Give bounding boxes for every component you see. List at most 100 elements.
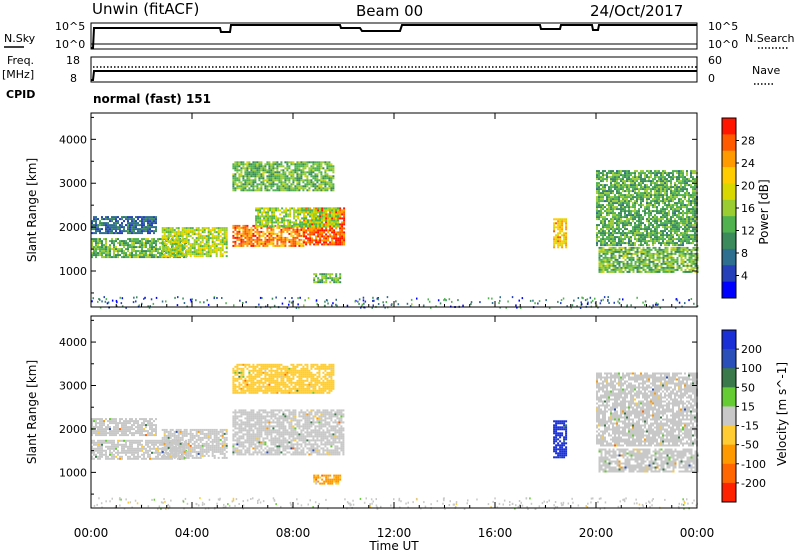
power-echo-cell: [626, 224, 628, 227]
power-echo-cell: [318, 187, 321, 190]
power-echo-cell: [614, 246, 617, 249]
power-echo-cell: [640, 258, 643, 261]
power-echo-cell: [270, 228, 273, 231]
power-echo-cell: [163, 247, 166, 250]
power-echo-cell: [664, 184, 666, 187]
power-echo-cell: [139, 220, 141, 223]
power-echo-cell: [119, 242, 121, 245]
power-echo-cell: [258, 171, 261, 174]
power-echo-cell: [181, 233, 184, 236]
power-echo-cell: [672, 190, 674, 193]
power-echo-cell: [147, 250, 149, 253]
power-echo-cell: [600, 220, 602, 223]
power-echo-cell: [684, 186, 686, 189]
power-echo-cell: [306, 179, 309, 182]
power-echo-cell: [252, 173, 255, 176]
power-echo-cell: [242, 234, 245, 237]
power-echo-cell: [660, 256, 663, 259]
power-echo-cell: [624, 182, 626, 185]
power-echo-cell: [596, 204, 598, 207]
power-echo-cell: [660, 190, 662, 193]
power-echo-cell: [153, 242, 155, 245]
power-echo-cell: [692, 196, 694, 199]
power-echo-cell: [221, 241, 224, 244]
power-echo-cell: [660, 178, 662, 181]
power-echo-cell: [219, 231, 222, 234]
power-echo-cell: [195, 243, 198, 246]
power-echo-cell: [622, 238, 624, 241]
power-echo-cell: [280, 236, 283, 239]
power-ground-scatter-cell: [451, 300, 453, 303]
power-echo-cell: [238, 228, 241, 231]
power-echo-cell: [125, 224, 127, 227]
power-echo-cell: [596, 190, 598, 193]
power-echo-cell: [109, 248, 111, 251]
power-ground-scatter-cell: [487, 297, 490, 300]
power-echo-cell: [662, 176, 664, 179]
power-echo-cell: [690, 270, 693, 273]
power-echo-cell: [169, 227, 172, 230]
power-echo-cell: [686, 250, 689, 253]
power-echo-cell: [628, 196, 630, 199]
power-echo-cell: [240, 173, 243, 176]
power-echo-cell: [642, 218, 644, 221]
power-echo-cell: [598, 268, 601, 271]
power-echo-cell: [323, 229, 326, 232]
power-echo-cell: [290, 244, 293, 247]
power-echo-cell: [107, 246, 109, 249]
power-echo-cell: [626, 254, 629, 257]
power-echo-cell: [684, 188, 686, 191]
power-echo-cell: [682, 174, 684, 177]
power-echo-cell: [648, 248, 651, 251]
power-echo-cell: [630, 246, 633, 249]
power-echo-cell: [297, 215, 300, 218]
power-echo-cell: [99, 252, 101, 255]
power-echo-cell: [236, 230, 239, 233]
power-ground-scatter-cell: [225, 302, 227, 305]
power-echo-cell: [292, 175, 295, 178]
power-ground-scatter-cell: [395, 300, 397, 303]
power-echo-cell: [193, 245, 196, 248]
power-echo-cell: [306, 171, 309, 174]
power-ground-scatter-cell: [573, 299, 575, 302]
power-echo-cell: [688, 224, 690, 227]
power-echo-cell: [600, 234, 602, 237]
power-echo-cell: [219, 227, 222, 230]
power-echo-cell: [189, 235, 192, 238]
power-echo-cell: [147, 254, 149, 257]
power-echo-cell: [600, 198, 602, 201]
power-echo-cell: [331, 209, 334, 212]
power-echo-cell: [333, 217, 336, 220]
power-echo-cell: [686, 236, 688, 239]
power-echo-cell: [640, 248, 643, 251]
power-echo-cell: [250, 165, 253, 168]
power-echo-cell: [644, 180, 646, 183]
power-echo-cell: [664, 190, 666, 193]
power-echo-cell: [165, 255, 168, 258]
power-echo-cell: [672, 238, 674, 241]
power-echo-cell: [127, 250, 129, 253]
power-echo-cell: [606, 238, 608, 241]
power-echo-cell: [640, 224, 642, 227]
power-echo-cell: [598, 174, 600, 177]
power-echo-cell: [283, 223, 286, 226]
power-echo-cell: [672, 206, 674, 209]
power-echo-cell: [101, 248, 103, 251]
power-echo-cell: [618, 214, 620, 217]
power-echo-cell: [678, 202, 680, 205]
power-echo-cell: [692, 220, 694, 223]
power-echo-cell: [660, 200, 662, 203]
nave-axis-top: 60: [708, 54, 722, 67]
power-echo-cell: [293, 225, 296, 228]
power-echo-cell: [193, 233, 196, 236]
power-echo-cell: [662, 238, 664, 241]
power-echo-cell: [320, 187, 323, 190]
power-echo-cell: [310, 179, 313, 182]
power-echo-cell: [153, 246, 155, 249]
power-echo-cell: [95, 254, 97, 257]
power-echo-cell: [234, 165, 237, 168]
power-echo-cell: [600, 232, 602, 235]
power-ground-scatter-cell: [116, 301, 118, 304]
power-echo-cell: [606, 242, 608, 245]
power-echo-cell: [310, 169, 313, 172]
